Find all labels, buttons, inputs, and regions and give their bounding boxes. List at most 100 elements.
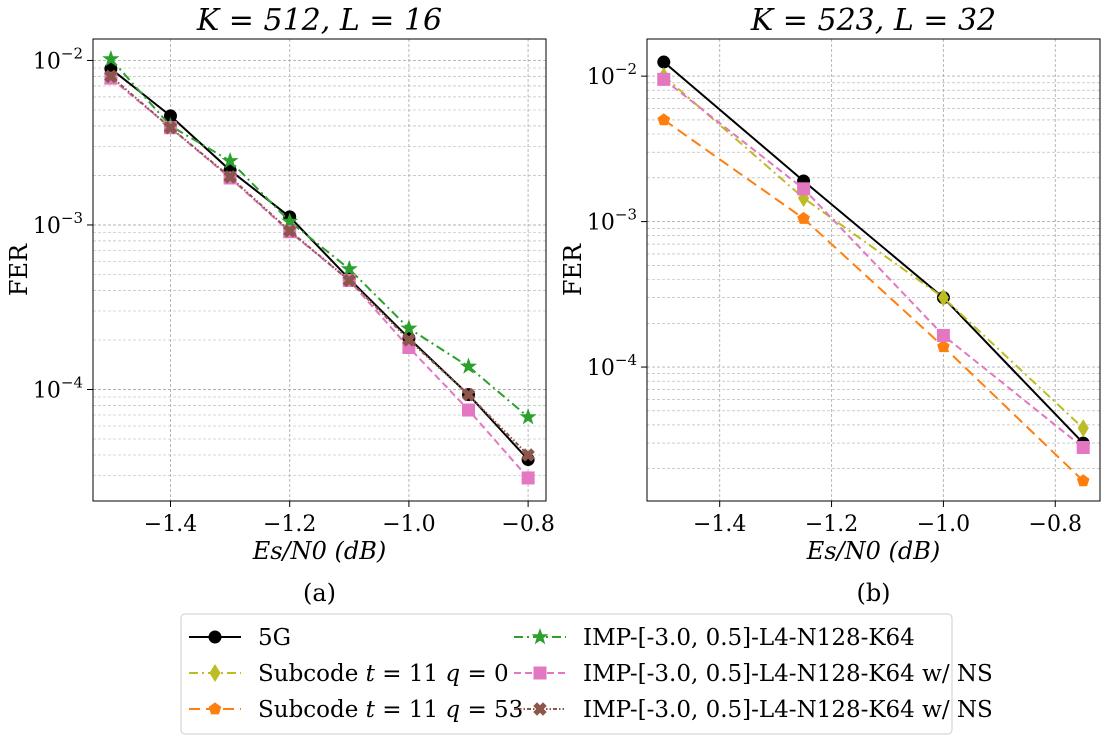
legend-entry-imp: IMP-[-3.0, 0.5]-L4-N128-K64 — [514, 625, 915, 651]
data-point — [102, 49, 120, 67]
legend-label-part: Subcode — [258, 697, 366, 723]
data-point — [459, 357, 478, 374]
data-point — [521, 448, 535, 462]
legend-entry-sub0: Subcode t = 11 q = 0 — [189, 661, 509, 687]
tick-exponent: −3 — [61, 209, 83, 227]
legend-marker — [533, 666, 547, 680]
x-tick-label: −1.0 — [382, 512, 435, 537]
legend-label-part: IMP-[-3.0, 0.5]-L4-N128-K64 — [583, 625, 915, 651]
data-point — [1076, 440, 1090, 454]
series-impns-panel-a — [104, 71, 535, 485]
data-point — [657, 113, 671, 126]
grid-1 — [647, 39, 1100, 501]
legend-label-part: IMP-[-3.0, 0.5]-L4-N128-K64 w/ NS — [583, 697, 993, 723]
data-point — [221, 151, 239, 169]
x-tick-label: −1.0 — [917, 512, 970, 537]
data-point — [1076, 474, 1090, 487]
series-imp-panel-a — [102, 49, 537, 425]
tick-base: 10 — [587, 211, 615, 236]
panel-label: (a) — [303, 579, 336, 607]
legend-label-part: Subcode — [258, 661, 366, 687]
chart-title: K = 523, L = 32 — [750, 3, 996, 38]
series-line — [663, 61, 1084, 444]
tick-exponent: −2 — [615, 60, 637, 78]
series-impns2-panel-a — [104, 69, 535, 462]
series-line — [663, 75, 1084, 429]
legend-label-part: 5G — [258, 625, 291, 651]
legend-label-part: t — [366, 697, 376, 723]
legend-marker — [208, 702, 222, 715]
legend-label-part: = 11 — [375, 697, 445, 723]
data-point — [936, 328, 950, 342]
x-tick-label: −1.2 — [805, 512, 858, 537]
tick-base: 10 — [33, 378, 61, 403]
x-axis-label: Es/N0 (dB) — [252, 537, 387, 565]
data-point — [521, 471, 535, 485]
data-point — [342, 273, 357, 288]
x-tick-label: −0.8 — [1029, 512, 1082, 537]
series-sub53-panel-b — [657, 113, 1090, 487]
data-point — [462, 403, 476, 417]
legend-label-part: = 11 — [375, 661, 445, 687]
series-line — [663, 119, 1084, 482]
series-impns-panel-b — [657, 72, 1090, 454]
legend-marker — [208, 630, 222, 644]
panel-label: (b) — [856, 579, 890, 607]
legend-label-part: = 53 — [460, 697, 523, 723]
legend-marker — [209, 664, 221, 682]
legend-label: 5G — [258, 625, 291, 651]
data-point — [937, 340, 950, 353]
legend-label: IMP-[-3.0, 0.5]-L4-N128-K64 w/ NS — [583, 661, 993, 687]
tick-exponent: −4 — [615, 351, 637, 369]
axes-frame — [92, 38, 547, 502]
axes-frame — [646, 38, 1101, 502]
data-point — [1077, 419, 1089, 438]
data-point — [797, 211, 810, 224]
y-axis-label: FER — [5, 243, 33, 296]
data-point — [461, 387, 476, 402]
data-point — [281, 212, 299, 229]
tick-base: 10 — [33, 214, 61, 239]
y-tick-label: 10−2 — [33, 44, 83, 74]
x-axis-label: Es/N0 (dB) — [806, 537, 941, 565]
series-line — [110, 77, 529, 479]
chart-title: K = 512, L = 16 — [196, 3, 442, 38]
data-point — [657, 72, 671, 86]
legend-label: IMP-[-3.0, 0.5]-L4-N128-K64 w/ NS — [583, 697, 993, 723]
y-tick-label: 10−2 — [587, 60, 637, 90]
legend-entry-impns: IMP-[-3.0, 0.5]-L4-N128-K64 w/ NS — [514, 661, 993, 687]
legend-label-part: q — [445, 661, 460, 687]
series-line — [110, 58, 529, 418]
tick-base: 10 — [33, 49, 61, 74]
y-tick-label: 10−3 — [587, 206, 637, 236]
y-axis-label: FER — [559, 243, 587, 296]
legend-frame — [180, 613, 953, 735]
legend-label-part: IMP-[-3.0, 0.5]-L4-N128-K64 w/ NS — [583, 661, 993, 687]
data-point — [937, 288, 949, 307]
y-tick-label: 10−3 — [33, 209, 83, 239]
data-point — [104, 69, 118, 84]
legend-label-part: q — [445, 697, 460, 723]
grid-0 — [93, 39, 546, 501]
legend-marker — [533, 702, 547, 716]
legend-entry-5g: 5G — [189, 625, 291, 651]
x-tick-label: −0.8 — [501, 512, 554, 537]
legend-marker — [531, 627, 549, 645]
legend-label: IMP-[-3.0, 0.5]-L4-N128-K64 — [583, 625, 915, 651]
tick-base: 10 — [587, 65, 615, 90]
data-point — [402, 333, 416, 347]
legend-label-part: = 0 — [460, 661, 509, 687]
x-tick-label: −1.2 — [263, 512, 316, 537]
data-point — [340, 259, 358, 277]
legend-label-part: t — [366, 661, 376, 687]
legend-label: Subcode t = 11 q = 0 — [258, 661, 509, 687]
data-point — [519, 407, 537, 425]
legend-entry-sub53: Subcode t = 11 q = 53 — [189, 697, 523, 723]
data-point — [163, 121, 178, 135]
y-tick-label: 10−4 — [587, 351, 637, 381]
data-point — [797, 182, 811, 196]
x-tick-label: −1.4 — [693, 512, 746, 537]
tick-exponent: −4 — [61, 373, 83, 391]
